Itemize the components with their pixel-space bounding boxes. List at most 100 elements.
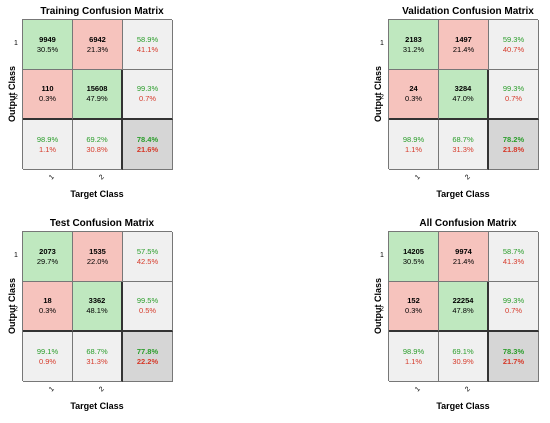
error-rate: 0.5% [138, 306, 157, 315]
correct-rate: 99.3% [136, 84, 159, 93]
column-summary-2: 68.7% 31.3% [73, 332, 123, 382]
cell-percent: 0.3% [38, 306, 57, 315]
cell-r2-c2: 15608 47.9% [73, 70, 123, 120]
correct-rate: 99.5% [136, 296, 159, 305]
row-summary-2: 99.3% 0.7% [489, 70, 539, 120]
all-confusion-matrix: All Confusion Matrix 14205 30.5% 9974 21.4… [373, 216, 548, 416]
error-rate: 22.2% [136, 356, 159, 366]
cell-r1-c1: 14205 30.5% [389, 232, 439, 282]
cell-percent: 30.5% [402, 256, 425, 266]
y-axis-label: Output Class [7, 278, 17, 335]
x-tick-label: 1 [414, 385, 422, 394]
error-rate: 1.1% [404, 356, 423, 366]
chart-title: All Confusion Matrix [419, 218, 517, 229]
cell-count: 18 [43, 296, 52, 305]
cell-percent: 30.5% [36, 44, 59, 54]
row-summary-1: 58.9% 41.1% [123, 20, 173, 70]
error-rate: 31.3% [452, 144, 474, 154]
error-rate: 41.1% [136, 44, 159, 54]
column-summary-1: 98.9% 1.1% [389, 332, 439, 382]
error-rate: 30.9% [452, 356, 474, 366]
cell-percent: 0.3% [404, 94, 423, 103]
row-summary-2: 99.5% 0.5% [123, 282, 173, 332]
cell-percent: 29.7% [36, 256, 59, 266]
correct-rate: 98.9% [36, 134, 59, 144]
cell-percent: 31.2% [402, 44, 425, 54]
cell-r1-c2: 1497 21.4% [439, 20, 489, 70]
correct-rate: 78.4% [136, 134, 159, 144]
error-rate: 31.3% [86, 356, 108, 366]
correct-rate: 59.3% [502, 34, 525, 44]
cell-r2-c1: 152 0.3% [389, 282, 439, 332]
y-tick-label: 1 [380, 40, 384, 47]
chart-title: Test Confusion Matrix [49, 218, 155, 229]
matrix-grid: 2183 31.2% 1497 21.4% 59.3% 40.7% 24 0.3% 32… [388, 19, 539, 170]
cell-percent: 21.3% [86, 44, 109, 54]
correct-rate: 68.7% [86, 346, 108, 356]
y-tick-label: 2 [14, 306, 18, 313]
correct-rate: 69.1% [452, 346, 474, 356]
y-tick-label: 2 [380, 94, 384, 101]
row-summary-1: 59.3% 40.7% [489, 20, 539, 70]
correct-rate: 69.2% [86, 134, 108, 144]
cell-percent: 47.8% [452, 306, 474, 315]
cell-r1-c2: 9974 21.4% [439, 232, 489, 282]
column-summary-2: 68.7% 31.3% [439, 120, 489, 170]
cell-r2-c2: 3362 48.1% [73, 282, 123, 332]
cell-count: 1535 [89, 246, 106, 256]
y-tick-label: 2 [380, 306, 384, 313]
y-tick-label: 1 [380, 252, 384, 259]
cell-percent: 48.1% [86, 306, 108, 315]
x-axis-label: Target Class [436, 401, 490, 411]
cell-count: 2183 [405, 34, 422, 44]
error-rate: 1.1% [404, 144, 423, 154]
correct-rate: 98.9% [402, 134, 425, 144]
error-rate: 21.6% [136, 144, 159, 154]
correct-rate: 68.7% [452, 134, 474, 144]
correct-rate: 58.7% [502, 246, 525, 256]
cell-r2-c2: 22254 47.8% [439, 282, 489, 332]
cell-r2-c1: 18 0.3% [23, 282, 73, 332]
y-axis-label: Output Class [7, 66, 17, 123]
row-summary-2: 99.3% 0.7% [123, 70, 173, 120]
error-rate: 42.5% [136, 256, 159, 266]
correct-rate: 78.3% [502, 346, 525, 356]
error-rate: 30.8% [86, 144, 108, 154]
column-summary-2: 69.1% 30.9% [439, 332, 489, 382]
correct-rate: 78.2% [502, 134, 525, 144]
overall-accuracy: 78.2% 21.8% [489, 120, 539, 170]
x-tick-label: 1 [48, 385, 56, 394]
correct-rate: 99.1% [36, 346, 59, 356]
matrix-grid: 2073 29.7% 1535 22.0% 57.5% 42.5% 18 0.3% 33… [22, 231, 173, 382]
correct-rate: 58.9% [136, 34, 159, 44]
y-axis-label: Output Class [373, 278, 383, 335]
chart-title: Training Confusion Matrix [40, 6, 164, 17]
cell-r1-c1: 9949 30.5% [23, 20, 73, 70]
error-rate: 0.9% [38, 356, 57, 366]
y-axis-label: Output Class [373, 66, 383, 123]
matrix-grid: 9949 30.5% 6942 21.3% 58.9% 41.1% 110 0.3% 1… [22, 19, 173, 170]
overall-accuracy: 78.4% 21.6% [123, 120, 173, 170]
error-rate: 21.8% [502, 144, 525, 154]
row-summary-1: 58.7% 41.3% [489, 232, 539, 282]
x-tick-label: 2 [464, 385, 472, 394]
error-rate: 0.7% [504, 306, 523, 315]
test-confusion-matrix: Test Confusion Matrix 2073 29.7% 1535 22.0… [7, 216, 182, 416]
cell-count: 6942 [89, 34, 106, 44]
y-tick-label: 2 [14, 94, 18, 101]
correct-rate: 99.3% [502, 84, 525, 93]
correct-rate: 99.3% [502, 296, 525, 305]
y-tick-label: 1 [14, 252, 18, 259]
cell-count: 152 [407, 296, 420, 305]
row-summary-1: 57.5% 42.5% [123, 232, 173, 282]
cell-r1-c2: 1535 22.0% [73, 232, 123, 282]
cell-count: 1497 [455, 34, 472, 44]
x-axis-label: Target Class [436, 189, 490, 199]
correct-rate: 98.9% [402, 346, 425, 356]
cell-r1-c1: 2073 29.7% [23, 232, 73, 282]
cell-count: 3362 [88, 296, 106, 305]
x-axis-label: Target Class [70, 401, 124, 411]
cell-r1-c1: 2183 31.2% [389, 20, 439, 70]
cell-percent: 22.0% [86, 256, 109, 266]
error-rate: 40.7% [502, 44, 525, 54]
